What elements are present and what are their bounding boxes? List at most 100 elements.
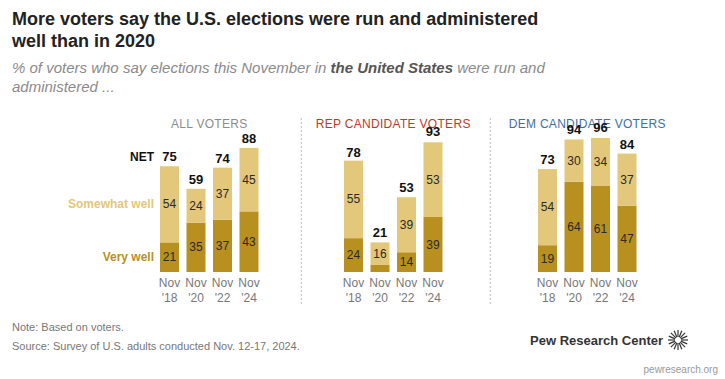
logo-ray bbox=[677, 343, 678, 350]
data-label: 34 bbox=[594, 155, 608, 169]
net-label: 93 bbox=[426, 124, 440, 139]
category-line: '18 bbox=[346, 291, 362, 305]
bar-segment bbox=[213, 168, 232, 220]
legend-label: Somewhat well bbox=[68, 197, 154, 211]
net-label: 75 bbox=[162, 149, 176, 164]
category-label: Nov'22 bbox=[396, 276, 417, 305]
category-label: Nov'20 bbox=[185, 276, 206, 305]
bars bbox=[538, 138, 637, 272]
category-line: '22 bbox=[593, 291, 609, 305]
logo-ray bbox=[681, 339, 688, 340]
data-label: 53 bbox=[426, 173, 440, 187]
data-label: 54 bbox=[163, 197, 177, 211]
category-line: Nov bbox=[422, 276, 443, 290]
bar-segment bbox=[371, 265, 390, 272]
category-line: Nov bbox=[537, 276, 558, 290]
data-label: 37 bbox=[216, 187, 230, 201]
data-label: 14 bbox=[400, 255, 414, 269]
category-line: '20 bbox=[188, 291, 204, 305]
net-name: NET bbox=[130, 150, 155, 164]
data-label: 45 bbox=[242, 173, 256, 187]
bar-segment bbox=[538, 245, 557, 272]
category-line: '20 bbox=[566, 291, 582, 305]
data-label: 35 bbox=[189, 240, 203, 254]
data-label: 39 bbox=[400, 218, 414, 232]
bar-segment bbox=[618, 154, 637, 206]
panel: DEM CANDIDATE VOTERS19646147543034377394… bbox=[509, 117, 666, 305]
category-line: '22 bbox=[215, 291, 231, 305]
data-label: 39 bbox=[426, 238, 440, 252]
labels: 21 35 37 43 54 24 37 45 75 59 74 88 bbox=[162, 131, 256, 264]
bar-segment bbox=[160, 166, 179, 242]
bar-segment bbox=[397, 252, 416, 272]
bar-segment bbox=[424, 217, 443, 272]
bar-segment bbox=[187, 189, 206, 223]
panel-title: ALL VOTERS bbox=[171, 117, 248, 131]
data-label: 21 bbox=[163, 250, 177, 264]
category-line: Nov bbox=[343, 276, 364, 290]
net-label: 74 bbox=[215, 151, 230, 166]
subtitle: % of voters who say elections this Novem… bbox=[12, 58, 572, 96]
data-label: 16 bbox=[373, 247, 387, 261]
subtitle-part: the United States bbox=[330, 59, 453, 76]
category-label: Nov'22 bbox=[590, 276, 611, 305]
bar-segment bbox=[565, 182, 584, 272]
data-label: 47 bbox=[620, 232, 634, 246]
logo bbox=[668, 330, 688, 350]
data-label: 61 bbox=[594, 222, 608, 236]
net-label: 21 bbox=[373, 225, 387, 240]
bar-segment bbox=[240, 211, 259, 272]
data-label: 43 bbox=[242, 235, 256, 249]
data-label: 55 bbox=[347, 192, 361, 206]
bar-segment bbox=[213, 220, 232, 272]
bars bbox=[160, 148, 259, 272]
bar-segment bbox=[160, 242, 179, 272]
divider bbox=[301, 118, 302, 305]
net-label: 73 bbox=[540, 152, 554, 167]
bar-segment bbox=[591, 138, 610, 186]
category-line: Nov bbox=[616, 276, 637, 290]
bar-segment bbox=[565, 139, 584, 181]
source: Source: Survey of U.S. adults conducted … bbox=[12, 340, 300, 352]
net-label: 59 bbox=[189, 172, 203, 187]
bar-segment bbox=[187, 223, 206, 272]
data-label: 24 bbox=[189, 199, 203, 213]
title-line: More voters say the U.S. elections were … bbox=[12, 8, 538, 30]
bars bbox=[344, 142, 443, 272]
category-line: '24 bbox=[425, 291, 441, 305]
data-label: 19 bbox=[541, 252, 555, 266]
category-label: Nov'24 bbox=[238, 276, 259, 305]
bar-segment bbox=[424, 142, 443, 217]
category-line: Nov bbox=[396, 276, 417, 290]
chart: ALL VOTERS 21 35 37 43 54 24 37 45 75 59 74 88 Very w… bbox=[0, 0, 725, 379]
category-label: Nov'18 bbox=[537, 276, 558, 305]
category-line: '22 bbox=[399, 291, 415, 305]
data-label: 37 bbox=[620, 173, 634, 187]
net-label: 53 bbox=[399, 180, 413, 195]
category-line: Nov bbox=[159, 276, 180, 290]
title: More voters say the U.S. elections were … bbox=[12, 8, 538, 52]
logo-ray bbox=[681, 336, 687, 339]
bar-segment bbox=[344, 161, 363, 239]
bar-segment bbox=[397, 197, 416, 252]
note: Note: Based on voters. bbox=[12, 321, 124, 333]
category-line: Nov bbox=[185, 276, 206, 290]
category-line: '24 bbox=[619, 291, 635, 305]
category-line: '20 bbox=[372, 291, 388, 305]
title-line: well than in 2020 bbox=[12, 30, 538, 52]
category-line: Nov bbox=[563, 276, 584, 290]
data-label: 30 bbox=[567, 154, 581, 168]
credit: Pew Research Center bbox=[530, 333, 663, 348]
category-label: Nov'24 bbox=[422, 276, 443, 305]
category-line: '18 bbox=[540, 291, 556, 305]
logo-ray bbox=[668, 339, 675, 340]
category-label: Nov'18 bbox=[343, 276, 364, 305]
legend-label: Very well bbox=[103, 250, 154, 264]
panel: ALL VOTERS 21 35 37 43 54 24 37 45 75 59 74 88 Very w… bbox=[68, 117, 260, 305]
logo-ray bbox=[679, 343, 682, 349]
data-label: 54 bbox=[541, 200, 555, 214]
category-line: '24 bbox=[241, 291, 257, 305]
data-label: 37 bbox=[216, 239, 230, 253]
net-label: 88 bbox=[242, 131, 256, 146]
bar-segment bbox=[344, 238, 363, 272]
